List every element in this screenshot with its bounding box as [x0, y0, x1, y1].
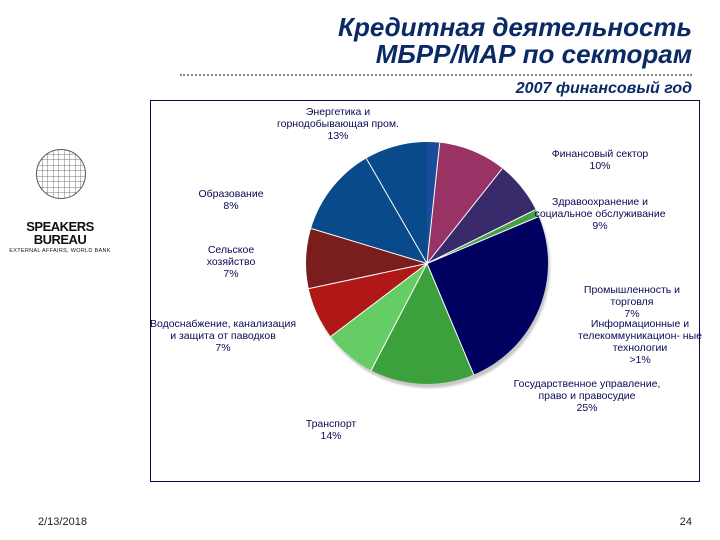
pie-label-text: Информационные и телекоммуникацион- ные …: [578, 318, 702, 354]
slide-date: 2/13/2018: [38, 516, 87, 528]
slide-title: Кредитная деятельность МБРР/МАР по секто…: [338, 14, 692, 69]
pie-label-text: Государственное управление, право и прав…: [514, 378, 661, 402]
world-bank-globe-icon: [16, 144, 106, 204]
pie-label: Водоснабжение, канализация и защита от п…: [148, 318, 298, 354]
pie-label: Образование8%: [186, 188, 276, 212]
pie-label: Транспорт14%: [286, 418, 376, 442]
pie-label-pct: 7%: [186, 268, 276, 280]
pie-label-pct: 10%: [540, 160, 660, 172]
page-number: 24: [680, 516, 692, 528]
pie-label-pct: 9%: [530, 220, 670, 232]
pie-label-pct: 14%: [286, 430, 376, 442]
speakers-bureau-subtext: EXTERNAL AFFAIRS, WORLD BANK: [8, 249, 112, 255]
divider-dots: [180, 74, 692, 76]
pie-label-pct: 7%: [148, 342, 298, 354]
pie-label: Информационные и телекоммуникацион- ные …: [572, 318, 708, 366]
pie-label-text: Сельское хозяйство: [207, 244, 256, 268]
title-line-2: МБРР/МАР по секторам: [376, 39, 692, 69]
pie-label-text: Финансовый сектор: [552, 148, 649, 160]
pie-label-pct: 13%: [268, 130, 408, 142]
pie-label-text: Транспорт: [306, 418, 357, 430]
speakers-bureau-logo: SPEAKERS BUREAU EXTERNAL AFFAIRS, WORLD …: [8, 220, 112, 255]
pie-label-text: Промышленность и торговля: [584, 284, 680, 308]
pie-label: Финансовый сектор10%: [540, 148, 660, 172]
pie-chart: [300, 136, 554, 390]
pie-label-text: Здравоохранение и социальное обслуживани…: [534, 196, 665, 220]
pie-label-text: Образование: [198, 188, 263, 200]
pie-label: Государственное управление, право и прав…: [512, 378, 662, 414]
pie-label: Сельское хозяйство7%: [186, 244, 276, 280]
speakers-bureau-text: SPEAKERS BUREAU: [26, 219, 94, 247]
pie-label-text: Водоснабжение, канализация и защита от п…: [150, 318, 296, 342]
left-logo-strip: SPEAKERS BUREAU EXTERNAL AFFAIRS, WORLD …: [0, 0, 120, 540]
title-line-1: Кредитная деятельность: [338, 12, 692, 42]
pie-label-pct: 8%: [186, 200, 276, 212]
pie-label: Здравоохранение и социальное обслуживани…: [530, 196, 670, 232]
pie-label-text: Энергетика и горнодобывающая пром.: [277, 106, 399, 130]
pie-label-pct: >1%: [572, 354, 708, 366]
pie-label-pct: 25%: [512, 402, 662, 414]
pie-label: Энергетика и горнодобывающая пром.13%: [268, 106, 408, 142]
pie-label: Промышленность и торговля7%: [572, 284, 692, 320]
slide-subtitle: 2007 финансовый год: [516, 80, 692, 98]
